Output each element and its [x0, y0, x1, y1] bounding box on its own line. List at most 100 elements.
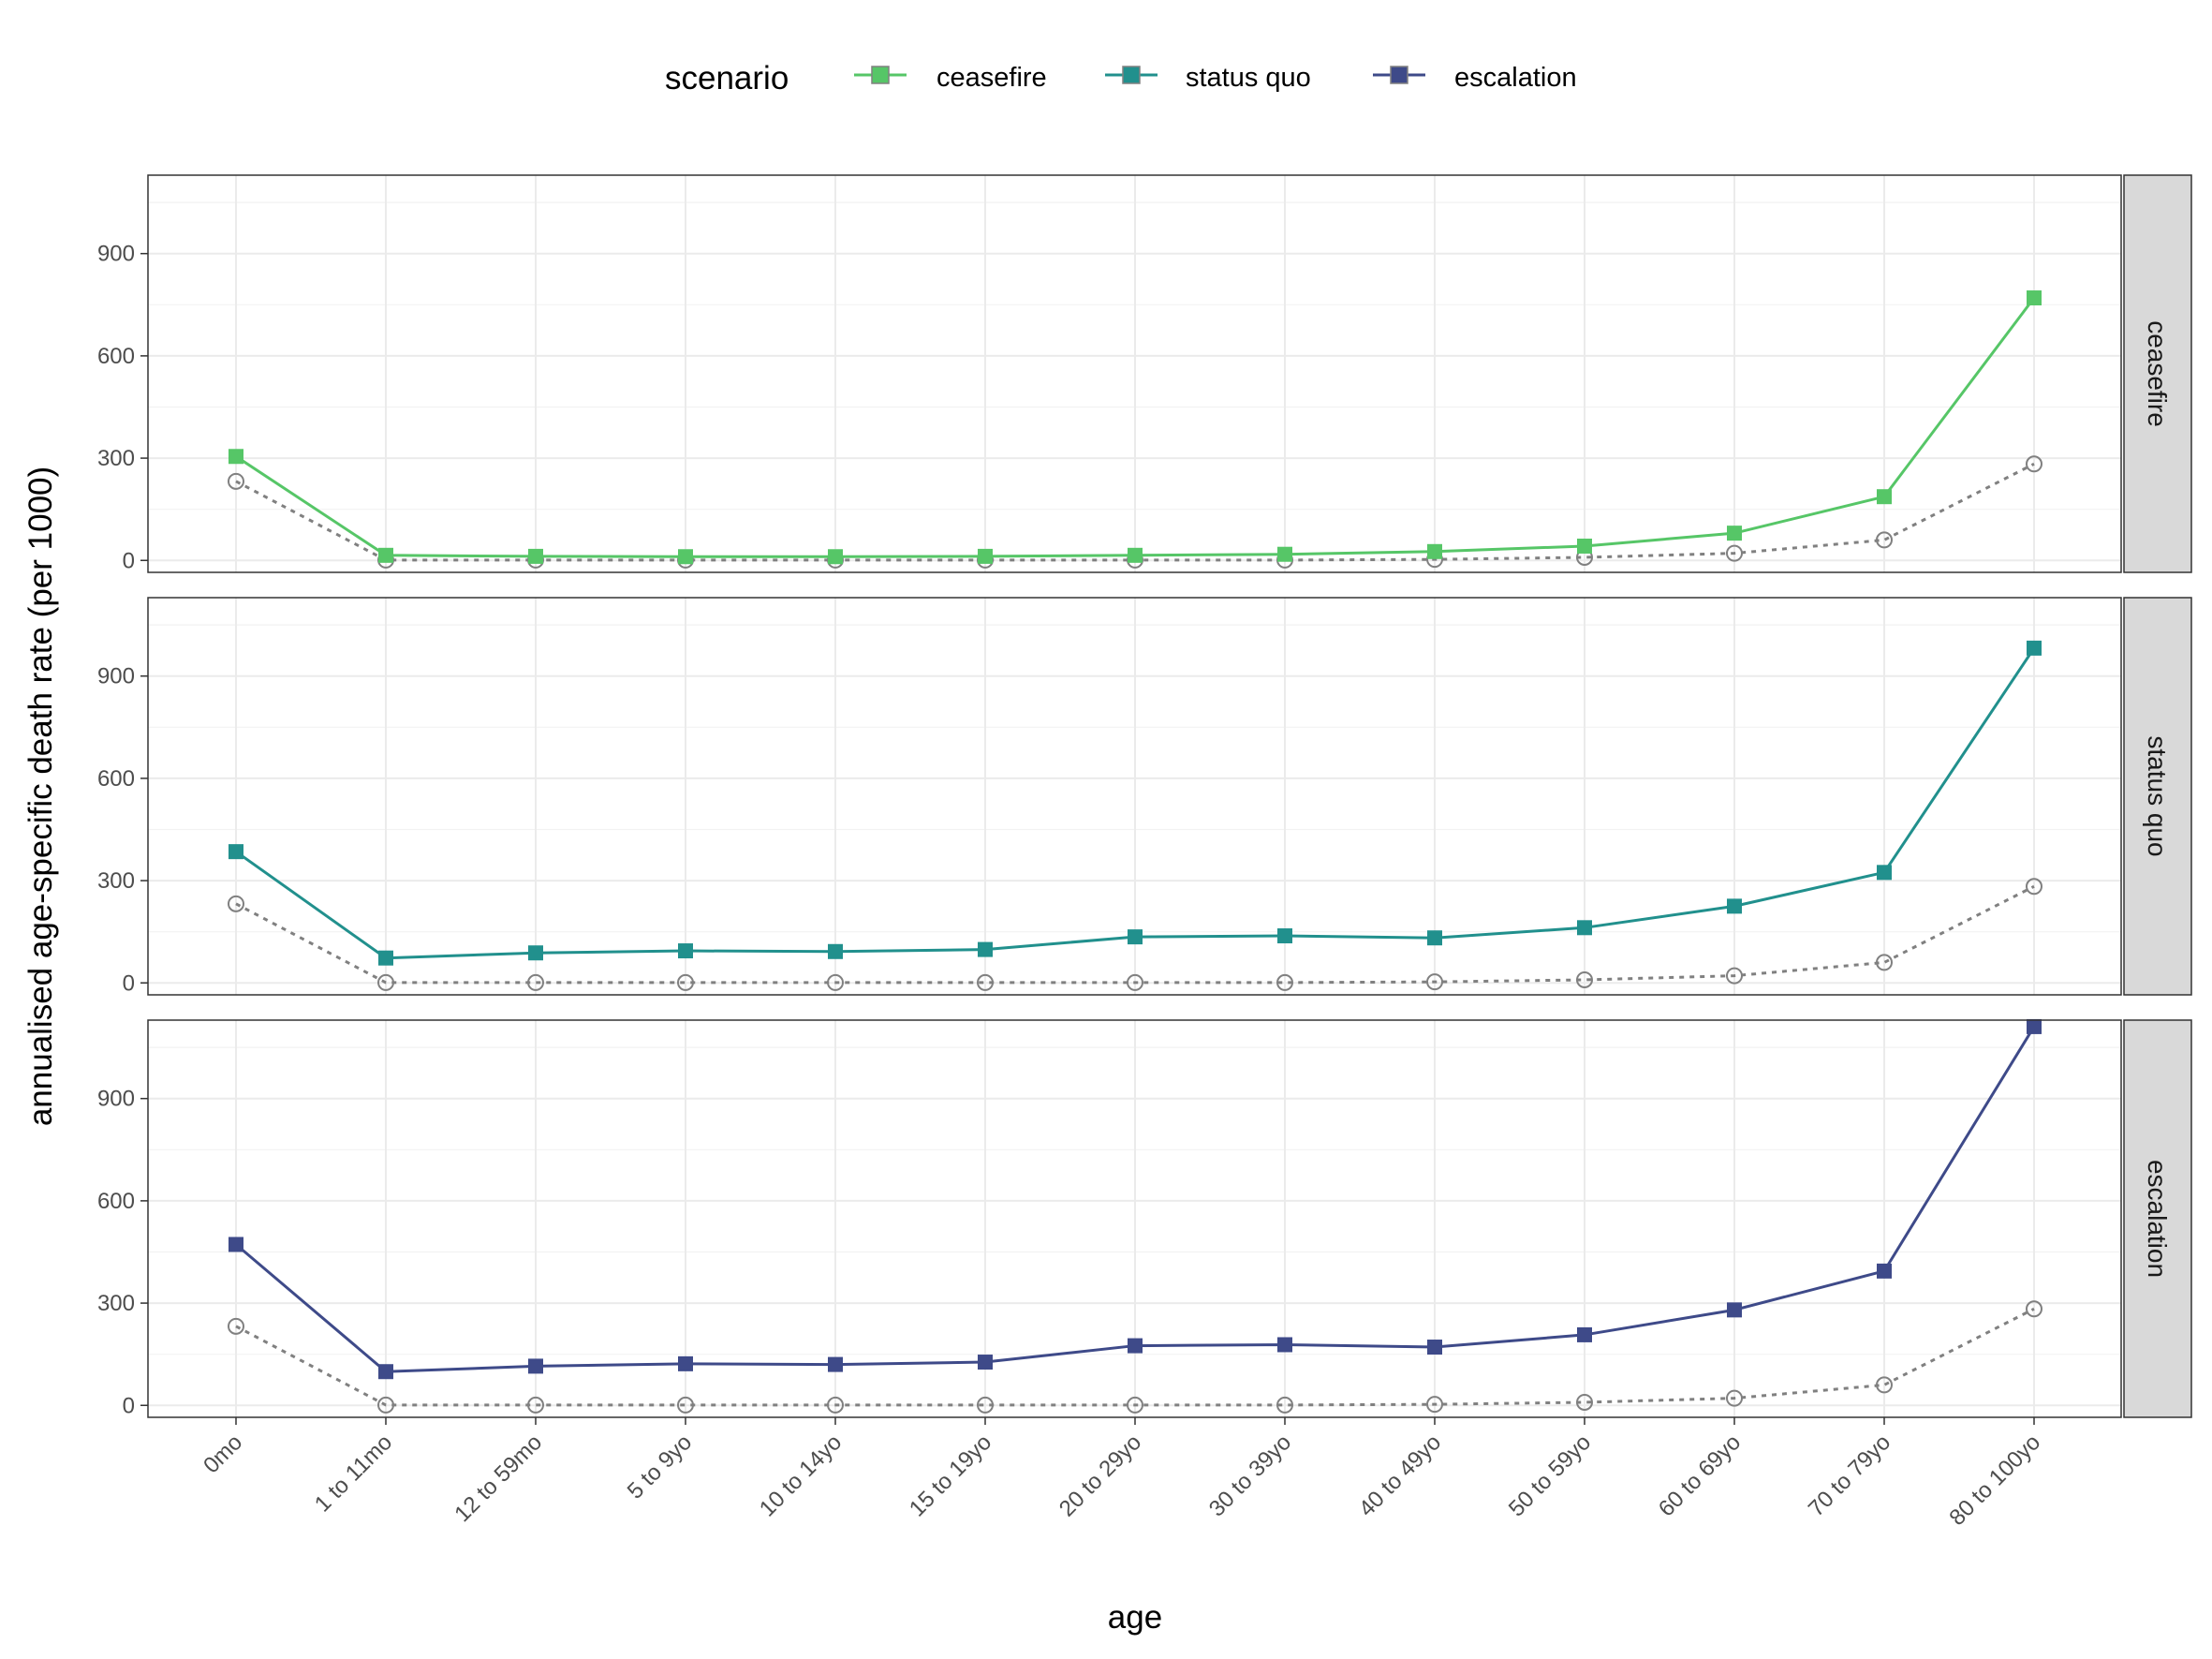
panel-status-quo: 0 300 600 900 status quo	[97, 597, 2192, 996]
y-tick-label: 600	[97, 1189, 135, 1214]
baseline-point	[1276, 973, 1293, 991]
y-tick-label: 900	[97, 664, 135, 689]
baseline-point	[1726, 967, 1743, 985]
panel-escalation: 0 300 600 900 escalation	[97, 1018, 2192, 1418]
data-point-escalation	[2027, 1018, 2042, 1034]
baseline-point	[377, 1396, 394, 1414]
baseline-point	[2026, 455, 2042, 473]
baseline-point	[827, 1396, 844, 1414]
baseline-point	[228, 472, 244, 490]
baseline-point	[977, 1396, 994, 1414]
data-point-status-quo	[828, 943, 843, 959]
x-tick-label: 70 to 79yo	[1804, 1429, 1895, 1521]
y-tick-label: 900	[97, 1087, 135, 1112]
facet-strip-label-escalation: escalation	[2143, 1160, 2172, 1278]
data-point-ceasefire	[1277, 546, 1292, 562]
data-point-status-quo	[2027, 640, 2042, 656]
panel-ceasefire: 0 300 600 900 ceasefire	[97, 174, 2192, 573]
y-tick-label: 300	[97, 868, 135, 894]
legend-item-ceasefire: ceasefire	[854, 63, 1047, 93]
y-tick-label: 0	[123, 970, 135, 996]
y-tick-label: 900	[97, 242, 135, 267]
data-point-status-quo	[1877, 865, 1892, 881]
data-point-escalation	[378, 1364, 393, 1380]
legend: scenario ceasefire status quo escalation	[665, 60, 1577, 96]
legend-label-status-quo: status quo	[1186, 63, 1311, 93]
legend-label-ceasefire: ceasefire	[936, 63, 1047, 93]
facet-strip	[2123, 597, 2192, 996]
data-point-status-quo	[1727, 898, 1742, 914]
y-tick-label: 0	[123, 1393, 135, 1418]
data-point-ceasefire	[978, 548, 993, 564]
baseline-point	[1127, 1396, 1143, 1414]
baseline-point	[2026, 1300, 2042, 1318]
data-point-escalation	[1877, 1263, 1892, 1279]
data-point-status-quo	[378, 950, 393, 966]
legend-title: scenario	[665, 60, 789, 96]
baseline-point	[1426, 1396, 1443, 1414]
facet-strip-label-status-quo: status quo	[2143, 735, 2172, 856]
baseline-line	[235, 1307, 2035, 1407]
x-tick-label: 80 to 100yo	[1944, 1429, 2045, 1531]
legend-label-escalation: escalation	[1454, 63, 1577, 93]
baseline-point	[228, 1317, 244, 1335]
data-point-escalation	[1277, 1337, 1292, 1353]
data-point-ceasefire	[1427, 543, 1442, 559]
y-tick-label: 300	[97, 446, 135, 471]
baseline-point	[977, 973, 994, 991]
baseline-point	[1876, 954, 1893, 971]
data-point-status-quo	[1427, 930, 1442, 946]
x-axis: 0mo 1 to 11mo 12 to 59mo 5 to 9yo 10 to 14yo…	[199, 1417, 2045, 1531]
legend-item-escalation: escalation	[1373, 63, 1577, 93]
baseline-point	[2026, 878, 2042, 896]
data-point-escalation	[828, 1356, 843, 1372]
y-tick-label: 600	[97, 344, 135, 369]
data-point-escalation	[678, 1355, 693, 1371]
baseline-point	[677, 1396, 694, 1414]
baseline-point	[527, 973, 544, 991]
data-point-ceasefire	[2027, 290, 2042, 306]
baseline-line	[235, 884, 2035, 985]
data-point-escalation	[229, 1237, 243, 1252]
data-point-ceasefire	[1128, 547, 1143, 563]
panel-border	[147, 597, 2122, 996]
x-tick-label: 40 to 49yo	[1354, 1429, 1446, 1521]
baseline-point	[1576, 970, 1593, 988]
baseline-point	[527, 1396, 544, 1414]
data-point-status-quo	[528, 945, 543, 961]
data-point-ceasefire	[678, 549, 693, 565]
data-point-status-quo	[1277, 928, 1292, 944]
x-tick-label: 50 to 59yo	[1504, 1429, 1596, 1521]
baseline-point	[1127, 973, 1143, 991]
y-tick-label: 300	[97, 1291, 135, 1316]
data-point-escalation	[1727, 1302, 1742, 1318]
y-tick-label: 600	[97, 766, 135, 792]
data-point-escalation	[528, 1358, 543, 1374]
baseline-point	[1576, 1393, 1593, 1411]
data-point-ceasefire	[528, 548, 543, 564]
x-tick-label: 15 to 19yo	[905, 1429, 996, 1521]
baseline-point	[1426, 973, 1443, 991]
panel-border	[147, 174, 2122, 573]
x-tick-label: 30 to 39yo	[1204, 1429, 1296, 1521]
data-point-ceasefire	[828, 549, 843, 565]
data-point-status-quo	[978, 941, 993, 957]
legend-key-marker-ceasefire	[871, 66, 890, 84]
baseline-point	[1726, 1389, 1743, 1407]
legend-key-marker-status-quo	[1122, 66, 1141, 84]
data-point-status-quo	[1128, 929, 1143, 945]
facet-strip-label-ceasefire: ceasefire	[2143, 320, 2172, 427]
x-tick-label: 1 to 11mo	[310, 1429, 397, 1517]
facet-strip	[2123, 174, 2192, 573]
data-point-escalation	[1128, 1338, 1143, 1354]
y-axis-title: annualised age-specific death rate (per …	[22, 467, 59, 1126]
facet-strip	[2123, 1019, 2192, 1418]
baseline-point	[827, 973, 844, 991]
data-point-status-quo	[229, 844, 243, 860]
x-tick-label: 12 to 59mo	[450, 1429, 547, 1527]
data-point-status-quo	[678, 943, 693, 959]
data-point-escalation	[978, 1355, 993, 1370]
baseline-point	[1876, 1376, 1893, 1394]
